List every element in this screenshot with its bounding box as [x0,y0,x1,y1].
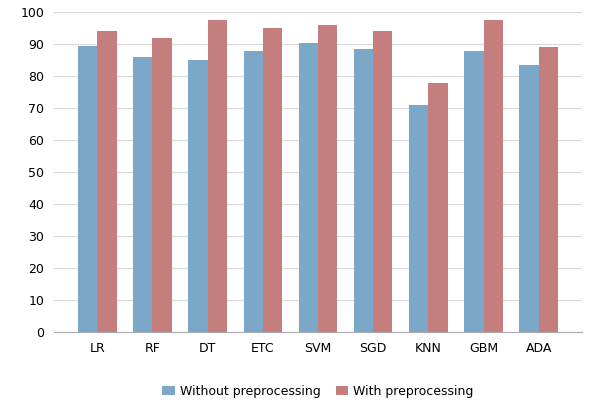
Bar [244,51,263,332]
Bar [208,20,227,332]
Bar [263,28,282,332]
Bar [484,20,503,332]
Bar [520,65,539,332]
Bar [464,51,484,332]
Bar [97,31,116,332]
Bar [539,47,558,332]
Legend: Without preprocessing, With preprocessing: Without preprocessing, With preprocessin… [157,380,479,403]
Bar [318,25,337,332]
Bar [133,57,152,332]
Bar [409,105,428,332]
Bar [354,49,373,332]
Bar [188,60,208,332]
Bar [428,83,448,332]
Bar [299,43,318,332]
Bar [152,38,172,332]
Bar [373,31,392,332]
Bar [78,46,97,332]
